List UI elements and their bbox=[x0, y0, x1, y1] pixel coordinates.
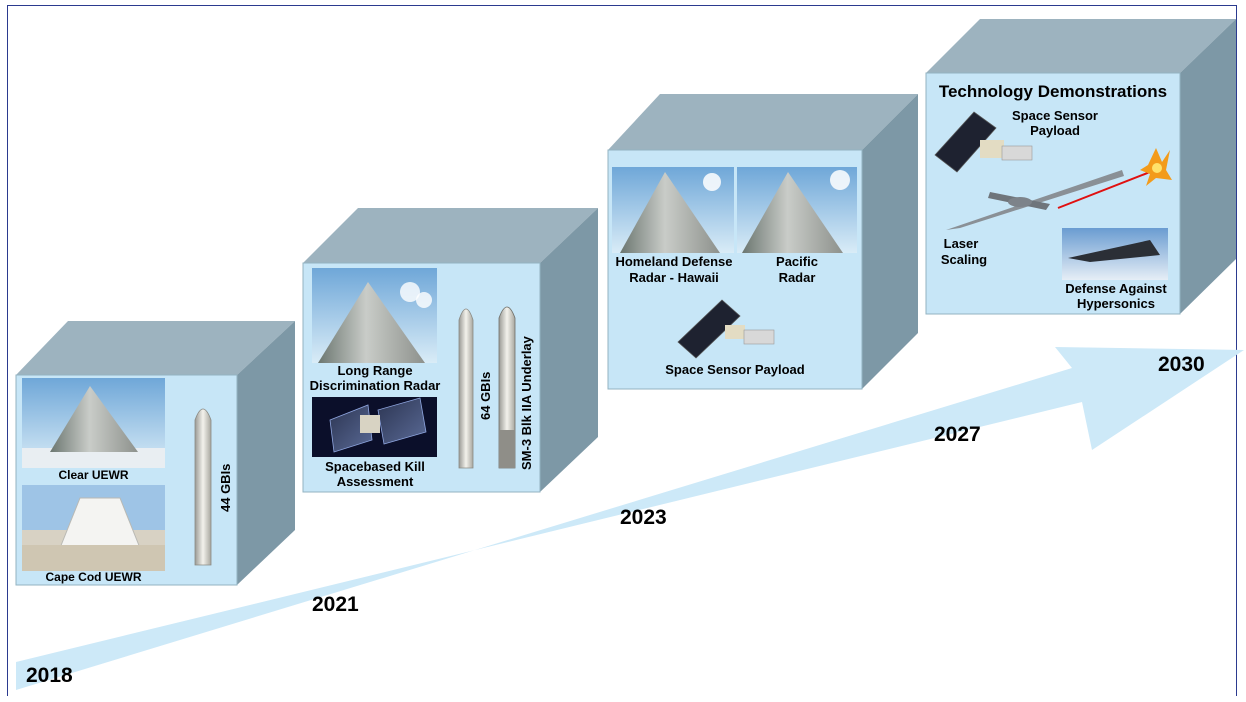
laser-uav bbox=[946, 170, 1124, 230]
tech-demos-title: Technology Demonstrations bbox=[938, 82, 1168, 101]
hypersonic-photo bbox=[1062, 228, 1168, 280]
ska-photo bbox=[312, 397, 437, 457]
year-2027: 2027 bbox=[934, 423, 981, 446]
pacific-radar-label-line1: Pacific bbox=[776, 254, 818, 269]
pacific-radar-label-line2: Radar bbox=[778, 270, 816, 285]
space-sensor-2030-label-line2: Payload bbox=[1030, 123, 1080, 138]
space-sensor-satellite-2030 bbox=[934, 111, 1033, 173]
space-sensor-2023-label: Space Sensor Payload bbox=[665, 362, 805, 377]
hawaii-radar-photo bbox=[612, 167, 734, 253]
year-2021: 2021 bbox=[312, 593, 359, 616]
year-2018: 2018 bbox=[26, 664, 73, 687]
laser-beam bbox=[1057, 171, 1151, 209]
year-2030: 2030 bbox=[1158, 353, 1205, 376]
hawaii-radar-label-line1: Homeland Defense bbox=[615, 254, 733, 269]
gbi-missile-2018 bbox=[194, 408, 212, 566]
laser-scaling-label-line2: Scaling bbox=[940, 252, 988, 267]
lrdr-label-line2: Discrimination Radar bbox=[309, 378, 441, 393]
space-sensor-2030-label-line1: Space Sensor bbox=[1012, 108, 1098, 123]
ska-label-line2: Assessment bbox=[336, 474, 414, 489]
box-2018 bbox=[15, 321, 295, 586]
timeline-arrow bbox=[16, 347, 1244, 690]
box-2021 bbox=[302, 208, 598, 493]
lrdr-label-line1: Long Range bbox=[337, 363, 413, 378]
cape-cod-uewr-photo bbox=[22, 485, 165, 571]
clear-uewr-photo bbox=[22, 378, 165, 468]
hypersonic-label-line2: Hypersonics bbox=[1076, 296, 1156, 311]
gbi-missile-2021 bbox=[458, 308, 474, 469]
lrdr-photo bbox=[312, 268, 437, 363]
target-explosion bbox=[1140, 148, 1172, 186]
hawaii-radar-label-line2: Radar - Hawaii bbox=[629, 270, 719, 285]
gbi-2018-label: 44 GBIs bbox=[218, 463, 233, 512]
clear-uewr-label: Clear UEWR bbox=[58, 468, 129, 482]
sm3-missile bbox=[498, 306, 516, 469]
pacific-radar-photo bbox=[737, 167, 857, 253]
gbi-2021-label: 64 GBIs bbox=[478, 371, 493, 420]
year-2023: 2023 bbox=[620, 506, 667, 529]
sm3-label: SM-3 Blk IIA Underlay bbox=[519, 336, 534, 470]
box-2023 bbox=[607, 94, 918, 390]
box-2030 bbox=[925, 19, 1236, 315]
hypersonic-label-line1: Defense Against bbox=[1065, 281, 1167, 296]
ska-label-line1: Spacebased Kill bbox=[325, 459, 425, 474]
space-sensor-satellite-2023 bbox=[677, 299, 775, 359]
laser-scaling-label-line1: Laser bbox=[943, 236, 979, 251]
cape-cod-uewr-label: Cape Cod UEWR bbox=[45, 570, 142, 584]
